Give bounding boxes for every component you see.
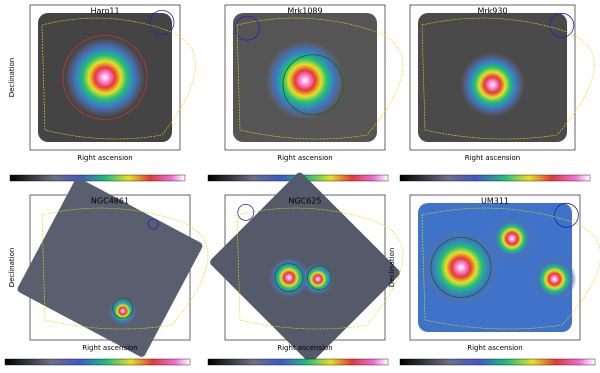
emission-blob (265, 40, 345, 121)
x-axis-label: Right ascension (467, 344, 523, 352)
colorbar (4, 358, 191, 366)
x-axis-label: Right ascension (465, 154, 521, 162)
y-axis-label: Declination (8, 248, 16, 288)
y-axis-label: Declination (388, 248, 396, 288)
emission-blob (301, 263, 334, 296)
contour (236, 207, 404, 330)
panel: Haro11 Right ascension Declination (8, 4, 196, 182)
panel: UM311 Right ascension Declination (388, 194, 600, 366)
emission-blob (108, 297, 137, 325)
x-axis-label: Right ascension (82, 344, 138, 352)
panel-title: Mrk930 (477, 7, 507, 16)
aperture (149, 9, 175, 35)
panel-title: Haro11 (90, 7, 119, 16)
panel: Mrk930 Right ascension (399, 4, 595, 182)
contour (41, 207, 209, 330)
colorbar (399, 358, 596, 366)
panel-title: NGC625 (288, 197, 321, 206)
aperture (430, 237, 492, 298)
x-axis-label: Right ascension (277, 344, 333, 352)
panel-title: NGC4861 (91, 197, 129, 206)
emission-blob (460, 52, 525, 117)
image-background (17, 178, 203, 357)
emission-blob (65, 37, 145, 118)
aperture (112, 297, 134, 319)
panel: Mrk1089 Right ascension (207, 4, 404, 182)
contour (236, 17, 404, 140)
contour (421, 17, 595, 140)
aperture (274, 263, 304, 293)
contour (421, 207, 600, 330)
aperture (237, 203, 255, 221)
panel: NGC625 Right ascension (207, 172, 404, 366)
panel-title: Mrk1089 (287, 7, 322, 16)
colorbar (399, 174, 591, 182)
emission-blob (532, 257, 577, 302)
emission-blob (490, 216, 534, 261)
colorbar (9, 174, 186, 182)
y-axis-label: Declination (8, 58, 16, 98)
panel-title: UM311 (481, 197, 509, 206)
aperture (62, 35, 148, 120)
contour (41, 17, 196, 140)
aperture (554, 202, 579, 228)
aperture (306, 265, 332, 291)
colorbar (207, 358, 389, 366)
aperture (282, 54, 344, 116)
x-axis-label: Right ascension (277, 154, 333, 162)
aperture (147, 218, 159, 230)
aperture (549, 12, 575, 38)
aperture (234, 15, 260, 41)
panel: NGC4861 Right ascension Declination (4, 178, 209, 366)
emission-blob (423, 229, 499, 306)
x-axis-label: Right ascension (77, 154, 133, 162)
